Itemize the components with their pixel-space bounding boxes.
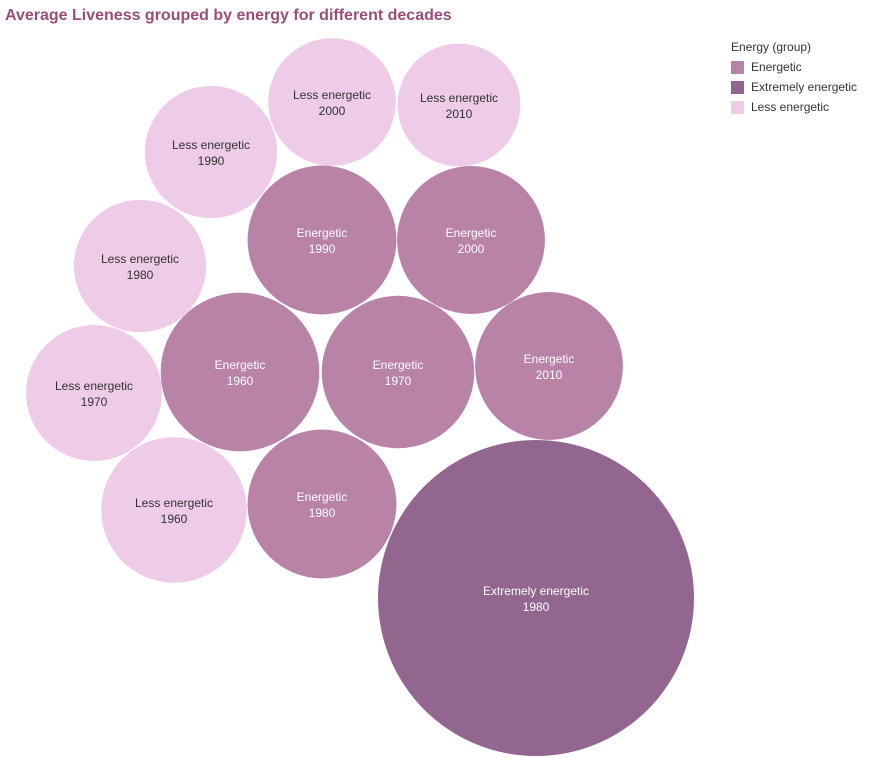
bubble-circle[interactable]: [398, 44, 521, 167]
bubble-group-label: Less energetic: [55, 379, 133, 393]
legend-item-energetic[interactable]: Energetic: [731, 57, 857, 77]
bubble-circle[interactable]: [74, 200, 206, 332]
legend: Energy (group) Energetic Extremely energ…: [731, 40, 857, 117]
bubble-group-label: Extremely energetic: [483, 584, 589, 598]
bubble-group-label: Less energetic: [293, 88, 371, 102]
bubble-decade-label: 1990: [309, 242, 336, 256]
legend-title: Energy (group): [731, 40, 857, 54]
bubble-decade-label: 2010: [446, 107, 473, 121]
legend-item-less-energetic[interactable]: Less energetic: [731, 97, 857, 117]
bubble-decade-label: 1960: [227, 374, 254, 388]
bubble-group-label: Less energetic: [101, 252, 179, 266]
bubble-circle[interactable]: [322, 296, 475, 449]
bubble-group-label: Less energetic: [420, 91, 498, 105]
legend-swatch-less-energetic: [731, 101, 744, 114]
bubble-less-energetic-1990[interactable]: Less energetic 1990: [145, 86, 277, 218]
bubble-circle[interactable]: [475, 292, 623, 440]
bubble-energetic-2000[interactable]: Energetic 2000: [397, 166, 545, 314]
bubble-decade-label: 1970: [81, 395, 108, 409]
bubble-group-label: Less energetic: [135, 496, 213, 510]
bubble-less-energetic-1980[interactable]: Less energetic 1980: [74, 200, 206, 332]
legend-item-extremely-energetic[interactable]: Extremely energetic: [731, 77, 857, 97]
bubble-energetic-1990[interactable]: Energetic 1990: [248, 166, 397, 315]
bubble-circle[interactable]: [248, 430, 397, 579]
bubble-decade-label: 1990: [198, 154, 225, 168]
bubble-group-label: Energetic: [297, 490, 348, 504]
legend-swatch-energetic: [731, 61, 744, 74]
bubble-group-label: Energetic: [373, 358, 424, 372]
legend-label-less-energetic: Less energetic: [751, 100, 829, 114]
legend-label-extremely-energetic: Extremely energetic: [751, 80, 857, 94]
bubble-group-label: Less energetic: [172, 138, 250, 152]
legend-label-energetic: Energetic: [751, 60, 802, 74]
bubble-energetic-1970[interactable]: Energetic 1970: [322, 296, 475, 449]
bubble-decade-label: 2000: [319, 104, 346, 118]
bubble-group-label: Energetic: [446, 226, 497, 240]
bubble-decade-label: 1980: [523, 600, 550, 614]
bubble-group-label: Energetic: [524, 352, 575, 366]
bubble-decade-label: 2000: [458, 242, 485, 256]
bubble-circle[interactable]: [101, 437, 246, 582]
bubble-less-energetic-2000[interactable]: Less energetic 2000: [268, 38, 396, 166]
bubble-decade-label: 1960: [161, 512, 188, 526]
bubble-decade-label: 1980: [309, 506, 336, 520]
bubble-circle[interactable]: [26, 325, 162, 461]
bubble-group-label: Energetic: [297, 226, 348, 240]
bubble-less-energetic-2010[interactable]: Less energetic 2010: [398, 44, 521, 167]
bubble-circle[interactable]: [161, 293, 320, 452]
bubble-energetic-1980[interactable]: Energetic 1980: [248, 430, 397, 579]
bubble-decade-label: 2010: [536, 368, 563, 382]
bubble-circle[interactable]: [145, 86, 277, 218]
bubble-decade-label: 1970: [385, 374, 412, 388]
bubble-decade-label: 1980: [127, 268, 154, 282]
bubble-less-energetic-1970[interactable]: Less energetic 1970: [26, 325, 162, 461]
bubble-less-energetic-1960[interactable]: Less energetic 1960: [101, 437, 246, 582]
bubble-circle[interactable]: [268, 38, 396, 166]
bubble-energetic-2010[interactable]: Energetic 2010: [475, 292, 623, 440]
bubble-energetic-1960[interactable]: Energetic 1960: [161, 293, 320, 452]
bubble-circle[interactable]: [378, 440, 694, 756]
bubble-group-label: Energetic: [215, 358, 266, 372]
bubble-extremely-energetic-1980[interactable]: Extremely energetic 1980: [378, 440, 694, 756]
legend-swatch-extremely-energetic: [731, 81, 744, 94]
bubble-circle[interactable]: [397, 166, 545, 314]
